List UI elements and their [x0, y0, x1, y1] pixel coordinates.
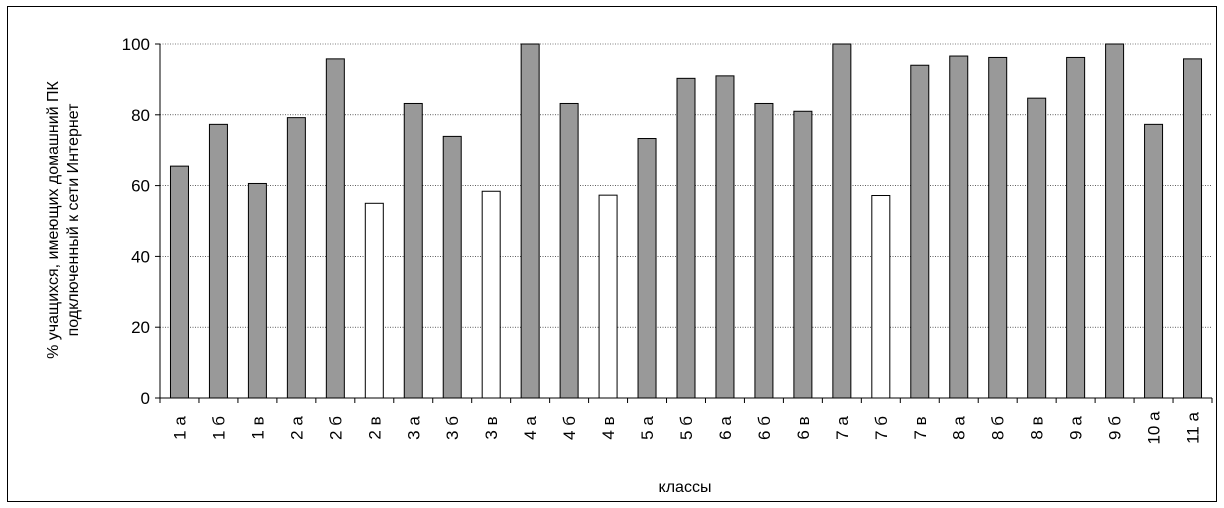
axes: [159, 44, 1212, 399]
bar: [520, 43, 540, 399]
x-tick-label: 9 б: [1106, 416, 1125, 440]
x-tick-label: 6 а: [716, 416, 735, 440]
x-tick-label: 1 б: [209, 416, 228, 440]
y-ticks: 0 20 40 60 80 100: [122, 35, 160, 408]
bar: [910, 64, 930, 399]
x-tick-label: 4 в: [599, 416, 618, 439]
x-tick-label: 5 б: [677, 416, 696, 440]
x-tick-label: 6 в: [794, 416, 813, 439]
y-tick-label: 0: [141, 389, 150, 408]
y-axis-label: % учащихся, имеющих домашний ПК подключе…: [45, 80, 82, 358]
x-tick-label: 9 а: [1067, 416, 1086, 440]
bar: [676, 77, 696, 399]
x-tick-label: 2 а: [287, 416, 306, 440]
x-tick-label: 2 б: [326, 416, 345, 440]
bar: [364, 202, 384, 399]
bar: [988, 56, 1008, 399]
bar: [481, 190, 501, 399]
bar: [247, 182, 267, 399]
bar: [1105, 43, 1125, 399]
bar: [1027, 97, 1047, 399]
x-tick-label: 10 а: [1145, 411, 1164, 445]
bar: [442, 135, 462, 399]
x-tick-label: 3 в: [482, 416, 501, 439]
bar: [949, 55, 969, 399]
bar: [637, 138, 657, 399]
bar: [403, 102, 423, 399]
x-tick-label: 6 б: [755, 416, 774, 440]
bar: [598, 194, 618, 399]
x-tick-label: 11 а: [1184, 412, 1203, 444]
x-tick-label: 8 в: [1028, 416, 1047, 439]
bar: [1066, 56, 1086, 399]
x-tick-label: 7 в: [911, 416, 930, 439]
y-tick-label: 100: [122, 35, 150, 54]
bar: [871, 195, 891, 399]
bar: [169, 165, 189, 399]
bar: [754, 102, 774, 399]
bar: [208, 123, 228, 399]
bar: [325, 58, 345, 399]
x-tick-label: 7 а: [833, 416, 852, 440]
x-tick-label: 8 а: [950, 416, 969, 440]
bars: [169, 43, 1203, 399]
x-tick-label: 2 в: [365, 416, 384, 439]
y-tick-label: 80: [131, 106, 150, 125]
x-tick-label: 1 в: [248, 416, 267, 439]
x-tick-label: 7 б: [872, 416, 891, 440]
x-tick-label: 4 а: [521, 416, 540, 440]
y-tick-label: 20: [131, 318, 150, 337]
x-tick-label: 1 а: [170, 416, 189, 440]
x-tick-label: 3 б: [443, 416, 462, 440]
x-tick-label: 5 а: [638, 416, 657, 440]
bar: [286, 117, 306, 399]
bar: [559, 102, 579, 399]
x-ticks: 1 а 1 б 1 в 2 а 2 б 2 в 3 а 3 б 3 в 4 а 4 б 4 в 5 а 5…: [159, 398, 1213, 445]
bar: [793, 110, 813, 399]
y-axis-label-line-1: % учащихся, имеющих домашний ПК: [45, 80, 62, 358]
y-axis-label-line-2: подключенный к сети Интернет: [65, 103, 82, 337]
bar: [715, 75, 735, 399]
y-tick-label: 40: [131, 247, 150, 266]
x-tick-label: 8 б: [989, 416, 1008, 440]
y-tick-label: 60: [131, 177, 150, 196]
x-axis-label: классы: [659, 479, 712, 496]
x-tick-label: 4 б: [560, 416, 579, 440]
x-tick-label: 3 а: [404, 416, 423, 440]
bar: [1144, 123, 1164, 399]
bar: [832, 43, 852, 399]
bar: [1183, 58, 1203, 399]
